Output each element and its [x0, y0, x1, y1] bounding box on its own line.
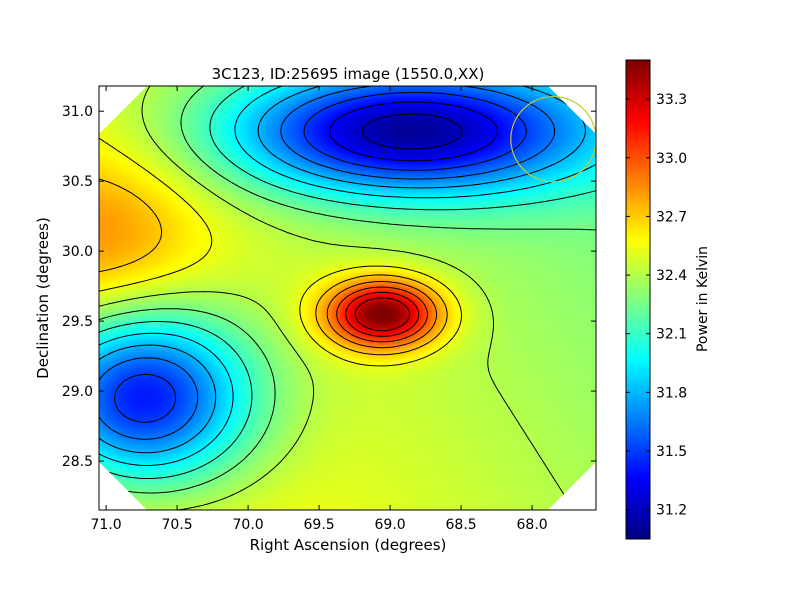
contour-line	[336, 286, 428, 343]
y-axis: 28.5 29.0 29.5 30.0 30.5 31.0	[62, 104, 596, 470]
colorbar-tick-label: 31.2	[656, 503, 687, 519]
colorbar-tick-label: 33.0	[656, 151, 687, 167]
plot-area: 71.0 70.5 70.0 69.5 69.0 68.5 68.0 28.5 29.0 29.…	[62, 85, 597, 533]
contour-line	[99, 137, 462, 367]
x-tick-label: 69.0	[375, 517, 406, 533]
y-tick-label: 29.5	[62, 314, 93, 330]
contour-line	[99, 86, 586, 454]
colorbar-frame	[625, 59, 651, 540]
colorbar: 31.2 31.5 31.8 32.1 32.4 32.7 33.0 33.3 Power i…	[625, 59, 711, 540]
x-axis-label: Right Ascension (degrees)	[250, 536, 447, 554]
contour-line	[114, 92, 527, 423]
contour-line	[99, 86, 596, 466]
colorbar-label: Power in Kelvin	[695, 246, 711, 352]
contour-line	[99, 178, 448, 356]
contour-line	[329, 101, 498, 162]
y-tick-label: 28.5	[62, 454, 93, 470]
contour-line	[99, 86, 556, 440]
contour-line	[345, 291, 420, 337]
colorbar-tick-label: 32.7	[656, 209, 687, 225]
x-tick-label: 71.0	[91, 517, 122, 533]
colorbar-tick-label: 31.8	[656, 385, 687, 401]
x-tick-label: 69.5	[304, 517, 335, 533]
y-tick-label: 29.0	[62, 384, 93, 400]
x-axis: 71.0 70.5 70.0 69.5 69.0 68.5 68.0	[91, 86, 548, 533]
y-tick-label: 30.0	[62, 244, 93, 260]
x-tick-label: 70.5	[162, 517, 193, 533]
colorbar-tick-label: 32.1	[656, 327, 687, 343]
colorbar-gradient	[626, 60, 650, 539]
y-tick-label: 30.5	[62, 174, 93, 190]
colorbar-tick-label: 32.4	[656, 268, 687, 284]
plot-frame	[98, 85, 597, 511]
colorbar-tick-label: 33.3	[656, 92, 687, 108]
x-tick-label: 68.0	[517, 517, 548, 533]
chart-title: 3C123, ID:25695 image (1550.0,XX)	[212, 65, 485, 83]
y-tick-label: 31.0	[62, 104, 93, 120]
contour-line	[99, 86, 575, 510]
y-axis-label: Declination (degrees)	[34, 217, 52, 379]
contour-line	[354, 297, 411, 332]
x-tick-label: 70.0	[233, 517, 264, 533]
heatmap-image	[99, 86, 596, 510]
colorbar-tick-label: 31.5	[656, 444, 687, 460]
x-tick-label: 68.5	[446, 517, 477, 533]
contour-line	[99, 86, 596, 479]
contour-line	[362, 113, 463, 150]
colorbar-ticks: 31.2 31.5 31.8 32.1 32.4 32.7 33.0 33.3	[626, 92, 687, 519]
contour-lines	[99, 86, 596, 510]
contour-line	[326, 281, 438, 349]
